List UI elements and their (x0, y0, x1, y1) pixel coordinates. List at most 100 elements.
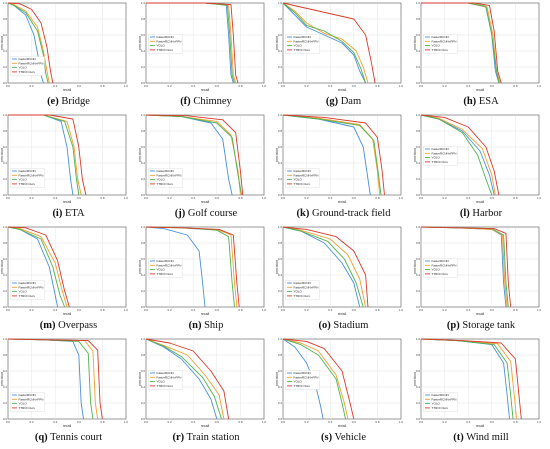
x-tick-label: 0.6 (489, 84, 494, 88)
y-tick-label: 1.0 (140, 337, 145, 341)
series-line (145, 226, 205, 308)
y-tick-label: 0.8 (140, 129, 145, 133)
panel-caption: (g) Dam (275, 96, 412, 107)
legend-entry: YOLO (294, 380, 303, 384)
panel-caption: (o) Stadium (275, 320, 412, 331)
y-tick-label: 0.0 (140, 193, 145, 197)
x-tick-label: 0.8 (375, 196, 380, 200)
legend-box (422, 146, 458, 166)
x-tick-label: 0.6 (77, 308, 82, 312)
x-tick-label: 0.6 (214, 308, 219, 312)
x-tick-label: 0.4 (53, 84, 58, 88)
legend-entry: FasterRCNN (294, 169, 311, 173)
legend-entry: TTROI Ours (294, 182, 311, 186)
y-tick-label: 0.4 (3, 385, 8, 389)
pr-curve-chart: 0.00.00.20.20.40.40.60.60.80.81.01.0reca… (275, 225, 403, 316)
legend-entry: TTROI Ours (431, 48, 448, 52)
y-tick-label: 0.4 (278, 385, 283, 389)
x-tick-label: 1.0 (536, 420, 541, 424)
y-tick-label: 0.8 (278, 17, 283, 21)
y-tick-label: 0.2 (278, 177, 283, 181)
legend-entry: FasterRCNN (156, 371, 173, 375)
x-tick-label: 0.0 (143, 196, 148, 200)
panel-title: Dam (338, 96, 362, 107)
x-tick-label: 0.8 (100, 196, 105, 200)
legend-box (285, 370, 320, 390)
x-tick-label: 0.2 (30, 84, 35, 88)
y-tick-label: 1.0 (278, 113, 283, 117)
legend-box (147, 370, 183, 390)
series-line (7, 226, 68, 308)
legend-entry: FasterRCNN+FPN (19, 61, 44, 65)
y-tick-label: 0.4 (3, 161, 8, 165)
x-tick-label: 0.2 (442, 196, 447, 200)
y-axis-label: precision (138, 372, 142, 386)
legend-entry: FasterRCNN (156, 169, 173, 173)
legend-entry: FasterRCNN+FPN (19, 285, 44, 289)
pr-curve-chart: 0.00.00.20.20.40.40.60.60.80.81.01.0reca… (413, 113, 541, 204)
y-axis-label: precision (0, 36, 4, 50)
panel-caption: (i) ETA (0, 208, 137, 219)
x-tick-label: 0.0 (418, 308, 423, 312)
legend-entry: FasterRCNN+FPN (156, 263, 181, 267)
panel-caption: (m) Overpass (0, 320, 137, 331)
series-line (145, 338, 222, 420)
series-line (145, 338, 217, 420)
legend-entry: YOLO (431, 268, 440, 272)
legend-entry: FasterRCNN+FPN (156, 375, 181, 379)
y-tick-label: 0.2 (415, 289, 420, 293)
x-tick-label: 0.0 (6, 196, 11, 200)
series-line (420, 338, 522, 420)
pr-curve-chart: 0.00.00.20.20.40.40.60.60.80.81.01.0reca… (138, 337, 266, 428)
chart-panel: 0.0 0.0 0.2 0.2 0.4 0.4 0.6 0.6 0.8 0.8 1.0 1.0 reca… (413, 224, 550, 336)
y-tick-label: 0.8 (278, 241, 283, 245)
series-line (282, 338, 355, 420)
legend-entry: TTROI Ours (431, 406, 448, 410)
y-tick-label: 0.6 (415, 33, 420, 37)
series-line (420, 2, 502, 84)
series-line (420, 114, 492, 196)
legend-entry: FasterRCNN (431, 393, 448, 397)
pr-curve-chart: 0.00.00.20.20.40.40.60.60.80.81.01.0reca… (0, 113, 128, 204)
legend-entry: YOLO (431, 402, 440, 406)
legend-entry: FasterRCNN+FPN (294, 285, 319, 289)
x-axis-label: recall (200, 312, 209, 316)
chart-panel: 0.0 0.0 0.2 0.2 0.4 0.4 0.6 0.6 0.8 0.8 1.0 1.0 reca… (413, 112, 550, 224)
x-tick-label: 1.0 (261, 196, 266, 200)
y-axis-label: precision (413, 260, 417, 274)
x-axis-label: recall (338, 200, 347, 204)
y-tick-label: 0.4 (278, 273, 283, 277)
pr-curve-chart: 0.00.00.20.20.40.40.60.60.80.81.01.0reca… (138, 1, 266, 92)
legend-entry: YOLO (431, 156, 440, 160)
x-tick-label: 0.4 (466, 308, 471, 312)
y-tick-label: 0.6 (3, 33, 8, 37)
panel-letter: (l) (459, 208, 470, 219)
series-line (145, 2, 238, 84)
y-tick-label: 0.0 (3, 193, 8, 197)
y-tick-label: 0.4 (140, 385, 145, 389)
y-tick-label: 1.0 (3, 1, 8, 5)
y-tick-label: 0.8 (3, 353, 8, 357)
x-tick-label: 0.4 (328, 196, 333, 200)
y-tick-label: 0.0 (278, 81, 283, 85)
x-tick-label: 1.0 (261, 308, 266, 312)
legend-entry: TTROI Ours (156, 182, 173, 186)
chart-panel: 0.0 0.0 0.2 0.2 0.4 0.4 0.6 0.6 0.8 0.8 1.0 1.0 reca… (275, 112, 413, 224)
legend-entry: TTROI Ours (156, 272, 173, 276)
x-tick-label: 0.2 (167, 308, 172, 312)
chart-panel: 0.0 0.0 0.2 0.2 0.4 0.4 0.6 0.6 0.8 0.8 1.0 1.0 reca… (413, 336, 550, 448)
x-tick-label: 0.6 (214, 84, 219, 88)
panel-title: Harbor (469, 208, 503, 219)
x-axis-label: recall (338, 312, 347, 316)
x-tick-label: 0.2 (167, 196, 172, 200)
x-tick-label: 0.8 (513, 420, 518, 424)
y-tick-label: 0.6 (3, 145, 8, 149)
series-line (8, 114, 87, 196)
series-line (7, 2, 54, 84)
chart-panel: 0.0 0.0 0.2 0.2 0.4 0.4 0.6 0.6 0.8 0.8 1.0 1.0 reca… (138, 0, 276, 112)
y-tick-label: 0.4 (3, 49, 8, 53)
y-axis-label: precision (413, 36, 417, 50)
x-axis-label: recall (63, 200, 72, 204)
chart-panel: 0.0 0.0 0.2 0.2 0.4 0.4 0.6 0.6 0.8 0.8 1.0 1.0 reca… (275, 0, 413, 112)
legend-box (285, 168, 320, 188)
